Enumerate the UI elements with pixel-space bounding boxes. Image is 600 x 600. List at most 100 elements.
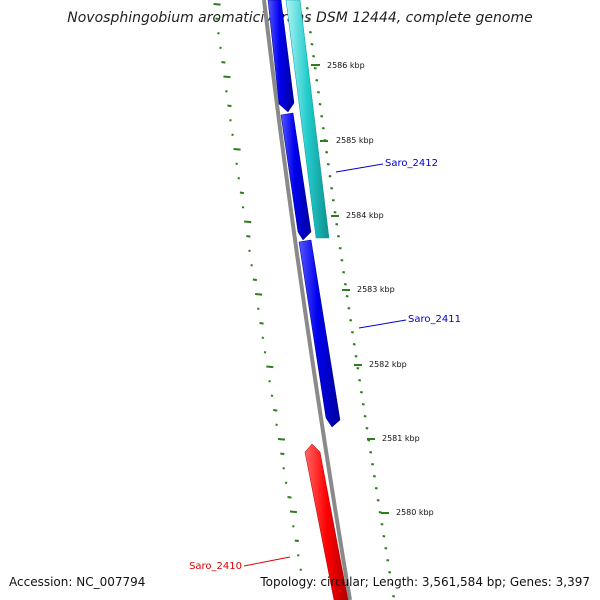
gc-tick: [372, 475, 376, 478]
gene-label-text[interactable]: Saro_2412: [385, 158, 438, 169]
scale-tick: 2582 kbp: [354, 360, 407, 369]
scale-tick: 2584 kbp: [331, 211, 384, 220]
gc-tick: [257, 307, 260, 311]
scale-tick-label: 2582 kbp: [369, 360, 407, 369]
gc-tick: [333, 211, 337, 214]
gc-tick: [376, 499, 380, 502]
gene-label-text[interactable]: Saro_2410: [189, 561, 242, 572]
gc-tick: [223, 75, 231, 79]
gc-tick: [241, 206, 245, 209]
gc-tick: [252, 278, 258, 282]
gc-tick: [363, 415, 367, 418]
genome-summary-text: Topology: circular; Length: 3,561,584 bp…: [260, 575, 590, 589]
gc-tick: [388, 571, 392, 574]
gc-tick: [229, 119, 232, 122]
gc-tick: [356, 367, 360, 370]
gc-tick: [217, 32, 220, 35]
scale-tick: 2585 kbp: [320, 136, 374, 145]
scale-tick: 2583 kbp: [342, 285, 395, 294]
gc-tick: [221, 61, 226, 64]
gc-tick: [316, 91, 320, 94]
gc-tick: [360, 391, 363, 394]
gc-tick: [307, 19, 311, 22]
gc-tick: [318, 103, 322, 106]
gc-tick: [270, 394, 274, 398]
reverse-gene-arrow: [304, 443, 349, 600]
gc-tick: [331, 199, 335, 202]
gc-tick: [335, 223, 339, 226]
gc-tick: [280, 452, 285, 456]
scale-tick-label: 2586 kbp: [327, 61, 365, 70]
gc-tick: [313, 67, 317, 70]
gene-label-saro-2410[interactable]: Saro_2410: [189, 556, 291, 572]
gc-tick: [354, 355, 358, 358]
gc-tick: [345, 295, 349, 298]
forward-gene-arrow: [280, 112, 312, 241]
gc-tick: [340, 259, 344, 262]
gc-tick: [244, 220, 252, 224]
gc-tick: [250, 264, 253, 267]
gc-tick: [268, 380, 271, 383]
forward-gene-arrow: [267, 0, 295, 113]
gc-content-ticks: [213, 3, 396, 598]
gc-tick: [326, 163, 330, 166]
gc-tick: [284, 481, 288, 485]
gc-tick: [227, 104, 232, 108]
gc-tick: [246, 235, 251, 238]
gc-tick: [343, 283, 347, 286]
gc-tick: [330, 187, 334, 190]
gc-tick: [266, 365, 274, 369]
gc-tick: [365, 427, 369, 430]
scale-tick: 2586 kbp: [311, 61, 365, 70]
gc-tick: [215, 17, 220, 21]
gc-tick: [292, 525, 295, 528]
gc-tick: [358, 379, 362, 382]
gc-tick: [294, 539, 299, 543]
gc-tick: [337, 235, 340, 238]
gc-tick: [352, 343, 356, 346]
gc-tick: [342, 271, 346, 274]
gc-tick: [390, 583, 394, 586]
gc-tick: [261, 336, 265, 340]
accession-text: Accession: NC_007794: [9, 575, 146, 589]
gc-tick: [308, 31, 312, 34]
gene-label-saro-2412[interactable]: Saro_2412: [335, 158, 438, 173]
scale-tick-label: 2585 kbp: [336, 136, 374, 145]
gc-tick: [282, 467, 285, 470]
gene-label-saro-2411[interactable]: Saro_2411: [358, 314, 461, 329]
gc-tick: [382, 535, 386, 538]
cds-feature-bar: [285, 0, 330, 239]
gc-tick: [259, 322, 264, 325]
gc-tick: [233, 148, 241, 151]
gc-tick: [235, 162, 238, 166]
gc-tick: [219, 46, 222, 50]
scale-tick-label: 2580 kbp: [396, 508, 434, 517]
forward-gene-arrow: [298, 239, 341, 428]
gc-tick: [225, 90, 228, 93]
gc-tick: [305, 7, 309, 10]
gc-tick: [321, 127, 325, 130]
gc-tick: [263, 351, 267, 354]
scale-tick-label: 2581 kbp: [382, 434, 420, 443]
gc-tick: [310, 43, 314, 46]
scale-tick: 2580 kbp: [381, 508, 434, 517]
gc-tick: [287, 496, 292, 499]
gc-tick: [378, 511, 382, 514]
gc-tick: [299, 568, 303, 572]
gc-tick: [237, 177, 241, 180]
gc-tick: [231, 133, 234, 137]
gc-tick: [367, 439, 371, 442]
gc-tick: [351, 331, 354, 334]
gc-tick: [254, 293, 263, 296]
gc-tick: [384, 547, 388, 550]
gene-label-text[interactable]: Saro_2411: [408, 314, 461, 325]
gc-tick: [361, 403, 365, 406]
gc-tick: [347, 307, 351, 310]
scale-tick-label: 2584 kbp: [346, 211, 384, 220]
gc-tick: [338, 247, 342, 250]
gc-tick: [380, 523, 384, 526]
gc-tick: [248, 249, 251, 253]
gc-tick: [277, 438, 286, 441]
gc-tick: [374, 487, 378, 490]
gc-tick: [275, 423, 278, 427]
